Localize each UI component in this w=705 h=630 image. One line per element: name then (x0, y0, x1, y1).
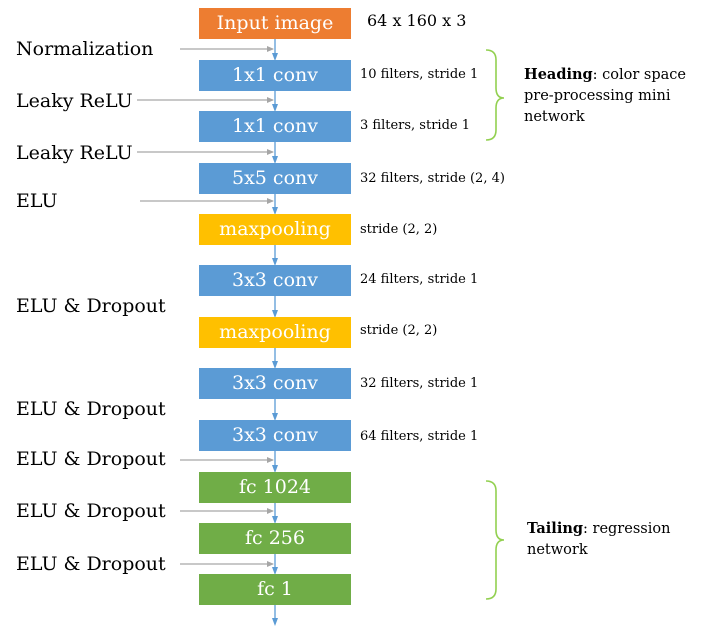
activation-label-leaky-relu-b: Leaky ReLU (16, 142, 133, 164)
activation-label-elu: ELU (16, 190, 58, 212)
activation-label-elu-dropout-b: ELU & Dropout (16, 398, 166, 420)
activation-label-elu-dropout-e: ELU & Dropout (16, 553, 166, 575)
layer-params-maxpooling-a: stride (2, 2) (360, 222, 438, 237)
layer-box-3x3-conv-b: 3x3 conv (199, 368, 351, 399)
heading-bracket (485, 49, 505, 141)
input-image-box: Input image (199, 8, 351, 39)
activation-label-leaky-relu-a: Leaky ReLU (16, 90, 133, 112)
layer-box-3x3-conv-a: 3x3 conv (199, 265, 351, 296)
layer-box-fc-1: fc 1 (199, 574, 351, 605)
activation-arrows (137, 46, 274, 567)
layer-params-1x1-conv-b: 3 filters, stride 1 (360, 118, 470, 133)
input-dimensions: 64 x 160 x 3 (367, 11, 467, 30)
activation-label-elu-dropout-a: ELU & Dropout (16, 295, 166, 317)
heading-group-text: : color space pre-processing mini networ… (524, 67, 686, 125)
layer-params-maxpooling-b: stride (2, 2) (360, 323, 438, 338)
activation-label-normalization: Normalization (16, 38, 154, 60)
layer-box-maxpooling-b: maxpooling (199, 317, 351, 348)
tailing-group-title: Tailing (527, 520, 584, 537)
tailing-group-text: : regression network (527, 521, 671, 558)
heading-group-title: Heading (524, 66, 593, 83)
layer-params-3x3-conv-a: 24 filters, stride 1 (360, 272, 479, 287)
layer-box-maxpooling-a: maxpooling (199, 214, 351, 245)
layer-params-5x5-conv: 32 filters, stride (2, 4) (360, 171, 505, 186)
layer-params-3x3-conv-c: 64 filters, stride 1 (360, 429, 479, 444)
layer-box-fc-256: fc 256 (199, 523, 351, 554)
layer-box-1x1-conv-b: 1x1 conv (199, 111, 351, 142)
layer-box-1x1-conv-a: 1x1 conv (199, 60, 351, 91)
layer-params-3x3-conv-b: 32 filters, stride 1 (360, 376, 479, 391)
layer-box-3x3-conv-c: 3x3 conv (199, 420, 351, 451)
layer-params-1x1-conv-a: 10 filters, stride 1 (360, 67, 479, 82)
activation-label-elu-dropout-d: ELU & Dropout (16, 500, 166, 522)
layer-box-5x5-conv: 5x5 conv (199, 163, 351, 194)
tailing-bracket (485, 480, 505, 600)
tailing-group-note: Tailing: regression network (527, 518, 697, 561)
activation-label-elu-dropout-c: ELU & Dropout (16, 448, 166, 470)
layer-box-fc-1024: fc 1024 (199, 472, 351, 503)
heading-group-note: Heading: color space pre-processing mini… (524, 64, 705, 128)
